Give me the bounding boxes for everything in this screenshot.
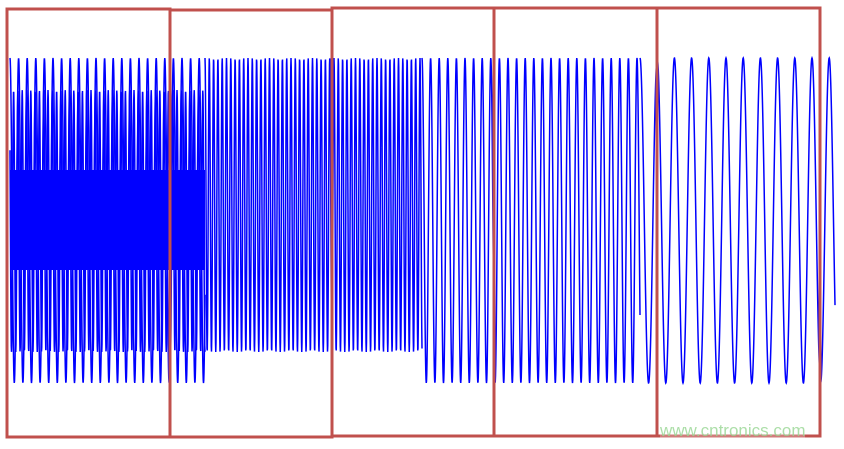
waveform-segment-2 (204, 57, 423, 353)
waveform-segment-4 (639, 55, 836, 386)
watermark: www.cntronics.com (660, 421, 806, 441)
highlight-box-5 (655, 6, 822, 438)
waveform-dense-fill (10, 170, 205, 270)
waveform-segment-3 (421, 57, 641, 384)
waveform-series (9, 55, 836, 386)
highlight-boxes (5, 6, 822, 439)
